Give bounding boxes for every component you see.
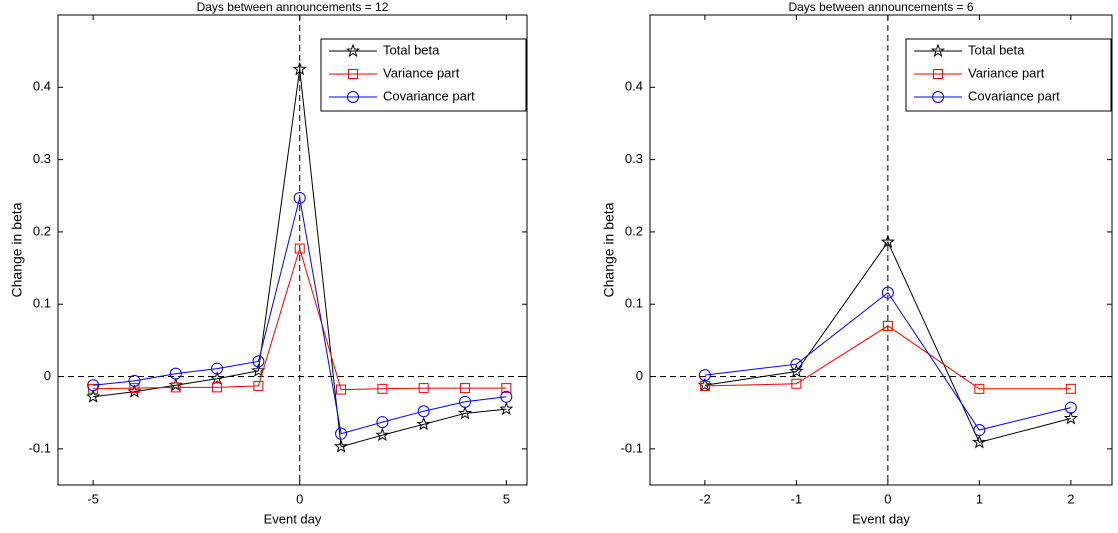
marker: [292, 61, 307, 76]
marker: [459, 395, 472, 408]
y-tick-label: 0.3: [625, 151, 643, 166]
marker: [882, 320, 893, 331]
marker: [294, 243, 305, 254]
series-line: [704, 325, 1071, 390]
marker: [881, 286, 894, 299]
y-tick-label: 0.3: [33, 151, 51, 166]
series-line: [93, 197, 507, 435]
marker: [699, 380, 710, 391]
marker: [169, 367, 182, 380]
y-tick-label: 0.2: [33, 223, 51, 238]
marker: [253, 380, 264, 391]
x-tick-label: -1: [791, 491, 803, 506]
marker: [416, 416, 431, 431]
x-tick-label: -2: [699, 491, 711, 506]
marker: [880, 234, 895, 249]
marker: [129, 383, 140, 394]
marker: [375, 427, 390, 442]
marker: [128, 374, 141, 387]
marker: [972, 434, 987, 449]
marker: [974, 383, 985, 394]
marker: [698, 369, 711, 382]
y-tick-label: -0.1: [621, 440, 643, 455]
y-tick-label: 0.4: [625, 79, 643, 94]
marker: [791, 378, 802, 389]
marker: [377, 383, 388, 394]
x-tick-label: -5: [87, 491, 99, 506]
axes-frame: [649, 14, 1113, 486]
y-tick-label: -0.1: [29, 440, 51, 455]
y-tick-label: 0: [636, 368, 643, 383]
marker: [86, 389, 101, 403]
legend-label: Variance part: [383, 65, 460, 80]
marker: [170, 382, 181, 393]
legend-label: Covariance part: [383, 88, 475, 103]
marker: [930, 43, 946, 58]
x-tick-label: 0: [296, 491, 303, 506]
marker: [500, 390, 513, 403]
x-tick-label: 2: [1067, 491, 1074, 506]
marker: [210, 371, 225, 385]
series-line: [704, 241, 1071, 443]
x-tick-label: 0: [884, 491, 891, 506]
y-tick-label: 0: [44, 368, 51, 383]
marker: [790, 358, 803, 371]
marker: [333, 439, 349, 453]
marker: [417, 405, 430, 418]
marker: [1065, 383, 1076, 394]
marker: [293, 191, 306, 204]
series-line: [704, 291, 1071, 431]
y-tick-label: 0.1: [33, 296, 51, 311]
y-axis-label: Change in beta: [601, 202, 617, 297]
y-tick-label: 0.2: [625, 223, 643, 238]
marker: [460, 383, 471, 394]
chart-title: Days between announcements = 6: [788, 0, 973, 14]
y-tick-label: 0.1: [625, 296, 643, 311]
marker: [252, 355, 265, 368]
legend-label: Total beta: [968, 42, 1025, 57]
marker: [336, 384, 347, 395]
chart-title: Days between announcements = 12: [197, 0, 389, 14]
marker: [345, 43, 361, 58]
y-tick-label: 0.4: [33, 79, 51, 94]
x-axis-label: Event day: [264, 511, 322, 526]
marker: [973, 424, 986, 437]
marker: [212, 382, 223, 393]
marker: [348, 69, 358, 79]
marker: [251, 363, 266, 377]
marker: [211, 362, 224, 375]
marker: [499, 401, 514, 416]
axes-frame: [57, 14, 528, 486]
marker: [335, 427, 348, 440]
marker: [1064, 401, 1077, 414]
legend-label: Covariance part: [968, 88, 1060, 103]
x-tick-label: 5: [503, 491, 510, 506]
marker: [87, 379, 100, 392]
marker: [347, 91, 359, 103]
marker: [457, 405, 473, 420]
marker: [932, 91, 944, 103]
marker: [1063, 411, 1078, 425]
series-line: [93, 246, 507, 391]
x-tick-label: 1: [976, 491, 983, 506]
marker: [789, 364, 804, 378]
marker: [376, 416, 389, 429]
marker: [501, 383, 512, 394]
y-axis-label: Change in beta: [9, 202, 25, 297]
legend-label: Variance part: [968, 65, 1045, 80]
marker: [418, 383, 429, 394]
legend-label: Total beta: [383, 42, 440, 57]
marker: [933, 69, 943, 79]
x-axis-label: Event day: [852, 511, 910, 526]
